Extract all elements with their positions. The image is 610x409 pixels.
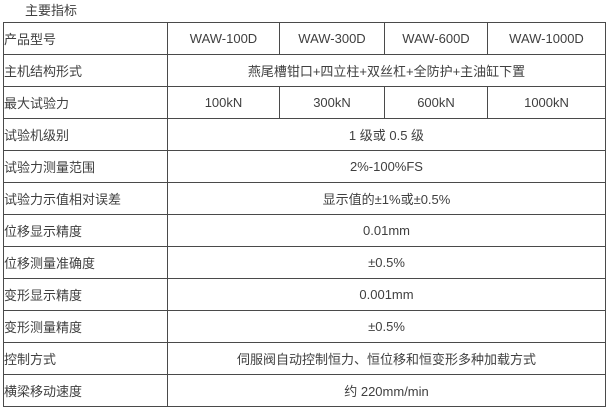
table-row-machine-class: 试验机级别 1 级或 0.5 级: [3, 118, 606, 151]
spec-value: 显示值的±1%或±0.5%: [167, 182, 606, 215]
table-row-product-model: 产品型号 WAW-100D WAW-300D WAW-600D WAW-1000…: [3, 22, 606, 55]
spec-value: WAW-100D: [167, 22, 280, 55]
spec-value: 600kN: [384, 86, 488, 119]
spec-label: 变形测量精度: [3, 310, 168, 343]
spec-value: 300kN: [279, 86, 385, 119]
spec-label: 试验机级别: [3, 118, 168, 151]
spec-value: 2%-100%FS: [167, 150, 606, 183]
spec-value: WAW-300D: [279, 22, 385, 55]
table-row-force-range: 试验力测量范围 2%-100%FS: [3, 150, 606, 183]
spec-label: 最大试验力: [3, 86, 168, 119]
spec-table: 产品型号 WAW-100D WAW-300D WAW-600D WAW-1000…: [3, 22, 606, 407]
spec-value: 100kN: [167, 86, 280, 119]
table-row-crosshead-speed: 横梁移动速度 约 220mm/min: [3, 374, 606, 407]
table-row-displacement-resolution: 位移显示精度 0.01mm: [3, 214, 606, 247]
spec-label: 主机结构形式: [3, 54, 168, 87]
spec-label: 变形显示精度: [3, 278, 168, 311]
table-row-deformation-resolution: 变形显示精度 0.001mm: [3, 278, 606, 311]
spec-value: 0.01mm: [167, 214, 606, 247]
table-row-deformation-accuracy: 变形测量精度 ±0.5%: [3, 310, 606, 343]
spec-value: 约 220mm/min: [167, 374, 606, 407]
spec-label: 横梁移动速度: [3, 374, 168, 407]
table-row-max-force: 最大试验力 100kN 300kN 600kN 1000kN: [3, 86, 606, 119]
page-title: 主要指标: [25, 3, 78, 18]
table-row-displacement-accuracy: 位移测量准确度 ±0.5%: [3, 246, 606, 279]
spec-value: WAW-600D: [384, 22, 488, 55]
table-row-control-mode: 控制方式 伺服阀自动控制恒力、恒位移和恒变形多种加载方式: [3, 342, 606, 375]
spec-label: 位移显示精度: [3, 214, 168, 247]
table-row-force-error: 试验力示值相对误差 显示值的±1%或±0.5%: [3, 182, 606, 215]
spec-value: ±0.5%: [167, 246, 606, 279]
spec-value: WAW-1000D: [487, 22, 606, 55]
spec-label: 产品型号: [3, 22, 168, 55]
spec-label: 位移测量准确度: [3, 246, 168, 279]
spec-label: 控制方式: [3, 342, 168, 375]
spec-value: ±0.5%: [167, 310, 606, 343]
spec-label: 试验力示值相对误差: [3, 182, 168, 215]
spec-value: 1 级或 0.5 级: [167, 118, 606, 151]
spec-value: 伺服阀自动控制恒力、恒位移和恒变形多种加载方式: [167, 342, 606, 375]
spec-label: 试验力测量范围: [3, 150, 168, 183]
table-row-structure: 主机结构形式 燕尾槽钳口+四立柱+双丝杠+全防护+主油缸下置: [3, 54, 606, 87]
spec-value: 燕尾槽钳口+四立柱+双丝杠+全防护+主油缸下置: [167, 54, 606, 87]
spec-value: 1000kN: [487, 86, 606, 119]
spec-value: 0.001mm: [167, 278, 606, 311]
